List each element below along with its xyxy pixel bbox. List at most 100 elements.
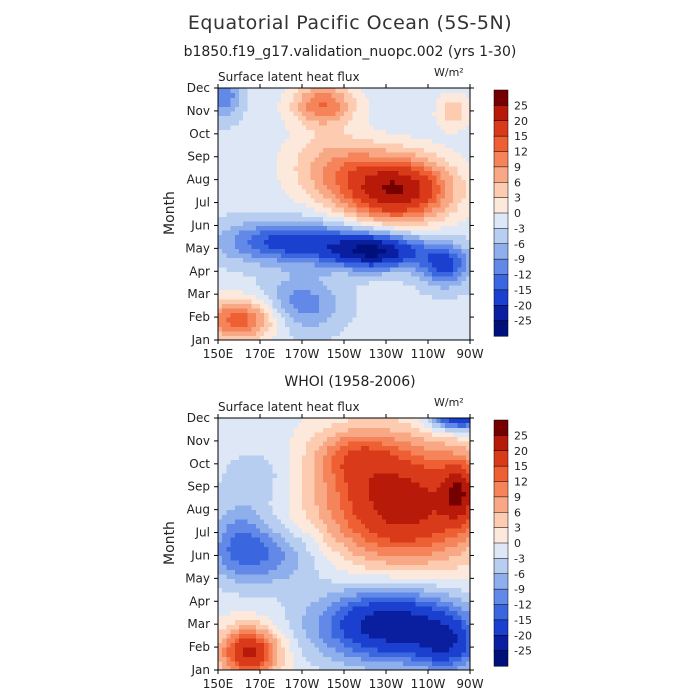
heatmap-cell <box>234 541 240 547</box>
heatmap-cell <box>419 271 425 277</box>
heatmap-cell <box>369 225 374 231</box>
heatmap-cell <box>432 101 437 107</box>
heatmap-cell <box>310 564 316 570</box>
heatmap-cell <box>255 197 261 204</box>
heatmap-cell <box>272 326 278 332</box>
heatmap-cell <box>369 294 374 300</box>
heatmap-cell <box>407 197 412 204</box>
heatmap-cell <box>436 211 442 217</box>
heatmap-cell <box>327 495 332 502</box>
heatmap-cell <box>230 294 236 300</box>
heatmap-cell <box>306 495 311 502</box>
heatmap-cell <box>314 541 320 547</box>
heatmap-cell <box>272 161 278 167</box>
heatmap-cell <box>222 509 227 515</box>
heatmap-cell <box>251 252 257 259</box>
heatmap-cell <box>411 138 416 144</box>
heatmap-cell <box>428 97 433 103</box>
heatmap-cell <box>293 326 299 332</box>
heatmap-cell <box>381 188 387 194</box>
heatmap-cell <box>323 651 328 657</box>
heatmap-cell <box>465 262 471 268</box>
heatmap-cell <box>461 211 467 217</box>
heatmap-cell <box>323 156 328 162</box>
heatmap-cell <box>281 165 286 172</box>
heatmap-cell <box>264 88 269 94</box>
heatmap-cell <box>381 179 387 185</box>
heatmap-cell <box>339 230 345 236</box>
colorbar-swatch <box>493 320 509 337</box>
heatmap-cell <box>314 610 320 616</box>
heatmap-cell <box>226 161 232 167</box>
heatmap-cell <box>453 115 458 121</box>
heatmap-cell <box>306 184 311 190</box>
heatmap-cell <box>314 175 320 181</box>
heatmap-cell <box>289 573 295 579</box>
heatmap-cell <box>360 152 366 158</box>
heatmap-cell <box>285 665 290 671</box>
heatmap-cell <box>297 532 303 538</box>
heatmap-cell <box>386 321 391 327</box>
heatmap-cell <box>276 546 282 552</box>
heatmap-cell <box>255 280 261 286</box>
heatmap-cell <box>281 156 286 162</box>
heatmap-cell <box>239 605 244 612</box>
heatmap-cell <box>318 514 324 520</box>
heatmap-cell <box>335 184 341 190</box>
heatmap-cell <box>281 651 286 657</box>
heatmap-cell <box>289 468 295 474</box>
heatmap-cell <box>444 120 450 126</box>
heatmap-cell <box>218 422 223 428</box>
heatmap-cell <box>293 321 299 327</box>
heatmap-cell <box>365 330 370 337</box>
heatmap-cell <box>218 628 223 634</box>
heatmap-cell <box>423 243 429 249</box>
heatmap-cell <box>381 133 387 139</box>
heatmap-cell <box>239 317 244 323</box>
heatmap-cell <box>285 633 290 639</box>
heatmap-cell <box>260 573 265 579</box>
heatmap-cell <box>444 97 450 103</box>
heatmap-cell <box>289 651 295 657</box>
heatmap-cell <box>306 450 311 456</box>
heatmap-cell <box>411 266 416 272</box>
heatmap-cell <box>293 207 299 213</box>
heatmap-cell <box>293 252 299 259</box>
heatmap-cell <box>247 633 253 639</box>
heatmap-cell <box>327 101 332 107</box>
heatmap-cell <box>449 110 454 117</box>
heatmap-cell <box>239 610 244 616</box>
heatmap-cell <box>419 170 425 176</box>
heatmap-cell <box>314 216 320 222</box>
heatmap-cell <box>289 624 295 630</box>
heatmap-cell <box>411 271 416 277</box>
heatmap-cell <box>268 211 274 217</box>
heatmap-cell <box>306 165 311 172</box>
heatmap-cell <box>386 170 391 176</box>
heatmap-cell <box>285 651 290 657</box>
heatmap-cell <box>377 92 383 98</box>
heatmap-cell <box>373 120 379 126</box>
heatmap-cell <box>318 647 324 653</box>
heatmap-cell <box>264 184 269 190</box>
heatmap-cell <box>432 211 437 217</box>
heatmap-cell <box>243 298 248 304</box>
heatmap-cell <box>402 165 408 172</box>
heatmap-cell <box>264 573 269 579</box>
heatmap-cell <box>335 550 341 557</box>
heatmap-cell <box>297 335 303 341</box>
heatmap-cell <box>335 202 341 208</box>
heatmap-cell <box>281 422 286 428</box>
heatmap-cell <box>360 321 366 327</box>
heatmap-cell <box>306 660 311 667</box>
heatmap-cell <box>226 133 232 139</box>
heatmap-cell <box>222 220 227 227</box>
heatmap-cell <box>310 573 316 579</box>
heatmap-cell <box>323 326 328 332</box>
heatmap-cell <box>310 587 316 593</box>
heatmap-cell <box>306 289 311 295</box>
heatmap-cell <box>348 170 353 176</box>
heatmap-cell <box>230 550 236 557</box>
heatmap-cell <box>222 491 227 497</box>
heatmap-cell <box>440 216 446 222</box>
